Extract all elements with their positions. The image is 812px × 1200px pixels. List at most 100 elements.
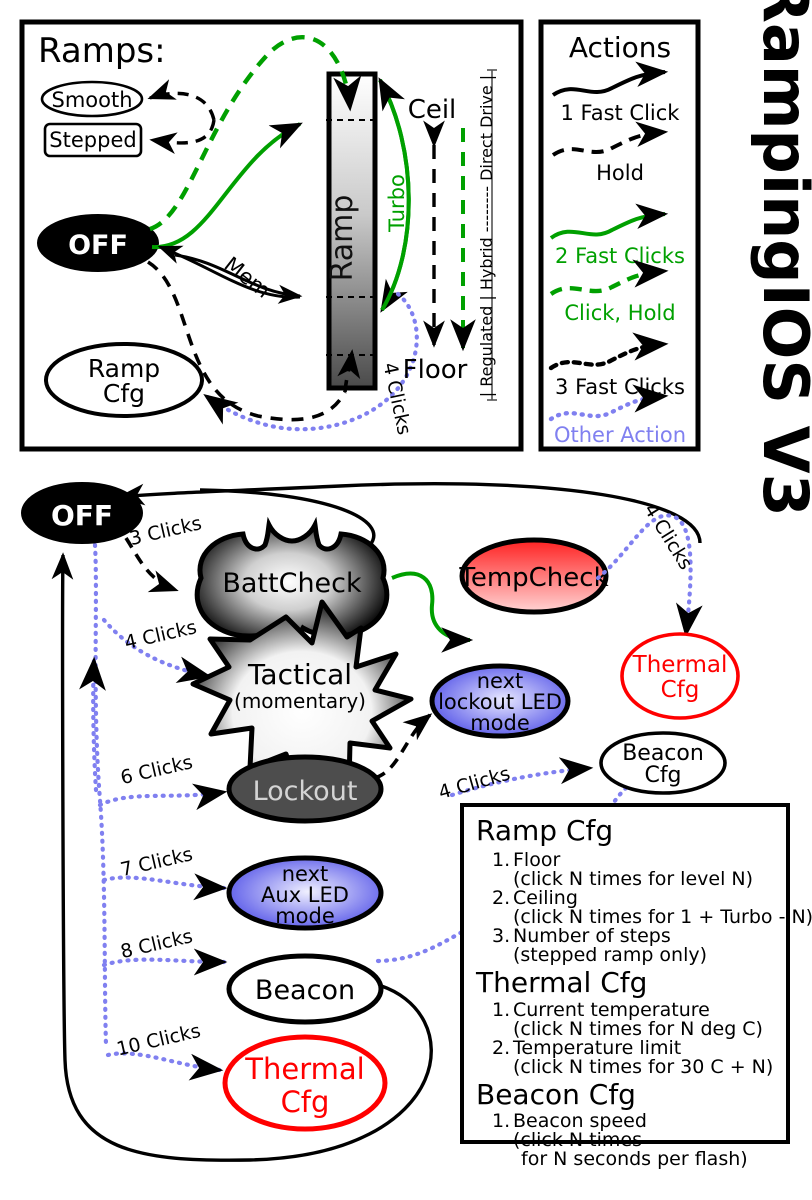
node-thermal-cfg-bottom-line2: Cfg (281, 1085, 330, 1119)
edge-off-to-ramp-mem (174, 253, 303, 304)
node-next-aux-led-line1: next (282, 862, 329, 886)
node-next-lockout-led-line3: mode (470, 711, 530, 735)
action-label-2-fast-clicks: 2 Fast Clicks (555, 244, 685, 268)
actions-panel-border (538, 19, 701, 452)
node-next-lockout-led-line1: next (477, 669, 524, 693)
node-ramp-cfg-label2: Cfg (103, 379, 145, 408)
cfg-thermal-item-2-text: Temperature limit (512, 1037, 681, 1059)
label-10-clicks: 10 Clicks (115, 1020, 203, 1061)
node-thermal-cfg-bottom[interactable] (222, 1034, 388, 1132)
action-label-3-fast-clicks: 3 Fast Clicks (555, 375, 685, 399)
node-beacon-label: Beacon (255, 975, 355, 1006)
cfg-ramp-item-3-num: 3. (492, 925, 510, 947)
cfg-beacon-item-1-num: 1. (492, 1110, 510, 1132)
action-line-2-fast-clicks (549, 203, 669, 240)
cfg-thermal-item-2-sub: (click N times for 30 C + N) (513, 1056, 773, 1078)
action-label-1-fast-click: 1 Fast Click (561, 101, 681, 125)
node-next-aux-led-line3: mode (275, 904, 335, 928)
cfg-box: Ramp Cfg 1. Floor (click N times for lev… (460, 803, 812, 1170)
node-thermal-cfg-top-label2: Cfg (661, 677, 700, 703)
cfg-ramp-item-3-sub: (stepped ramp only) (513, 944, 707, 966)
label-turbo: Turbo (385, 174, 409, 233)
action-line-click-hold (549, 259, 669, 296)
cfg-thermal-item-2-num: 2. (492, 1037, 510, 1059)
edge-off-blue-spine (92, 542, 109, 1048)
label-4-clicks-beacon: 4 Clicks (436, 763, 513, 804)
edge-tempcheck-to-off (117, 482, 702, 544)
cfg-ramp-item-2-text: Ceiling (513, 887, 578, 909)
node-next-lockout-led[interactable] (429, 663, 571, 739)
node-tactical-label1: Tactical (247, 658, 352, 691)
edge-4clicks-to-beaconcfg (449, 757, 594, 798)
node-tempcheck[interactable] (459, 537, 609, 615)
node-stepped[interactable] (43, 122, 143, 158)
label-7-clicks: 7 Clicks (118, 843, 194, 881)
action-label-click-hold: Click, Hold (564, 301, 675, 325)
actions-panel-heading: Actions (569, 31, 671, 64)
node-thermal-cfg-top-label1: Thermal (632, 652, 728, 678)
node-ramp-cfg-label1: Ramp (88, 354, 160, 383)
node-ramp-cfg[interactable] (44, 342, 204, 418)
main-state-machine: OFF 3 Clicks BattCheck TempCheck 4 Click… (21, 482, 740, 1162)
edge-off-to-ramp-top-green-dashed (149, 35, 362, 232)
node-lockout[interactable] (226, 754, 384, 824)
node-battcheck[interactable]: BattCheck (194, 516, 390, 654)
edge-3clicks-to-battcheck (124, 537, 179, 593)
edge-lockout-to-next-lockout-led (374, 713, 433, 780)
edge-4clicks-to-thermalcfg-top (595, 513, 703, 638)
ramps-panel-heading: Ramps: (38, 31, 166, 71)
action-line-hold (551, 121, 669, 157)
cfg-heading-thermal: Thermal Cfg (475, 966, 647, 999)
action-label-hold: Hold (596, 161, 644, 185)
cfg-beacon-item-1-sub2: for N seconds per flash) (521, 1148, 748, 1170)
node-smooth[interactable] (40, 80, 144, 118)
action-line-other-action (548, 384, 669, 422)
cfg-ramp-item-1-sub: (click N times for level N) (513, 868, 753, 890)
cfg-thermal-item-1-sub: (click N times for N deg C) (513, 1018, 763, 1040)
node-next-aux-led-line2: Aux LED (261, 883, 349, 907)
ramps-panel: Ramps: Smooth Stepped OFF Ramp Cfg Ramp … (19, 19, 524, 452)
node-tactical[interactable]: Tactical (momentary) (190, 599, 414, 795)
node-off-main[interactable] (21, 482, 143, 544)
action-line-3-fast-clicks (548, 332, 669, 371)
node-beacon-cfg-line1: Beacon (622, 741, 704, 766)
node-off-ramps[interactable] (37, 214, 159, 272)
node-off-ramps-label: OFF (68, 230, 128, 261)
node-next-lockout-led-line2: lockout LED (438, 690, 562, 714)
cfg-heading-ramp: Ramp Cfg (476, 814, 613, 847)
edge-4clicks-to-tactical (101, 617, 212, 683)
node-battcheck-label: BattCheck (222, 568, 362, 599)
edge-4clicks-to-rampcfg (203, 291, 419, 432)
edge-7clicks-to-aux-led (101, 873, 228, 901)
node-thermal-cfg-top[interactable] (620, 632, 740, 720)
node-next-aux-led[interactable] (226, 855, 384, 931)
edge-to-smooth (147, 79, 216, 121)
cfg-beacon-item-1-text: Beacon speed (513, 1110, 647, 1132)
page-title: RampingIOS V3 (749, 0, 812, 517)
cfg-heading-beacon: Beacon Cfg (476, 1078, 636, 1111)
edge-10clicks-to-thermalcfg (105, 1051, 224, 1081)
node-smooth-label: Smooth (51, 88, 132, 112)
drive-scale: | Regulated | Hybrid -------- Direct Dri… (477, 69, 497, 401)
label-floor: Floor (403, 355, 468, 385)
node-stepped-label: Stepped (49, 128, 136, 152)
edge-8clicks-to-beacon (101, 948, 228, 976)
label-ceil: Ceil (408, 95, 457, 125)
ramp-bar-label: Ramp (325, 195, 360, 282)
cfg-beacon-item-1-sub: (click N times (513, 1129, 642, 1151)
cfg-ramp-item-2-num: 2. (492, 887, 510, 909)
node-beacon-cfg[interactable] (599, 731, 727, 795)
label-6-clicks: 6 Clicks (118, 751, 194, 789)
cfg-ramp-item-1-text: Floor (513, 849, 560, 871)
edge-off-to-ceiling-green (151, 122, 303, 250)
node-lockout-label: Lockout (253, 776, 358, 807)
edge-battcheck-to-tempcheck (391, 571, 474, 653)
node-off-main-label: OFF (51, 499, 113, 532)
node-beacon[interactable] (226, 953, 384, 1025)
cfg-ramp-item-3-text: Number of steps (513, 925, 671, 947)
label-4-clicks-tactical: 4 Clicks (122, 616, 198, 654)
edge-turbo-up (378, 77, 411, 312)
cfg-ramp-item-2-sub: (click N times for 1 + Turbo - N) (513, 906, 812, 928)
